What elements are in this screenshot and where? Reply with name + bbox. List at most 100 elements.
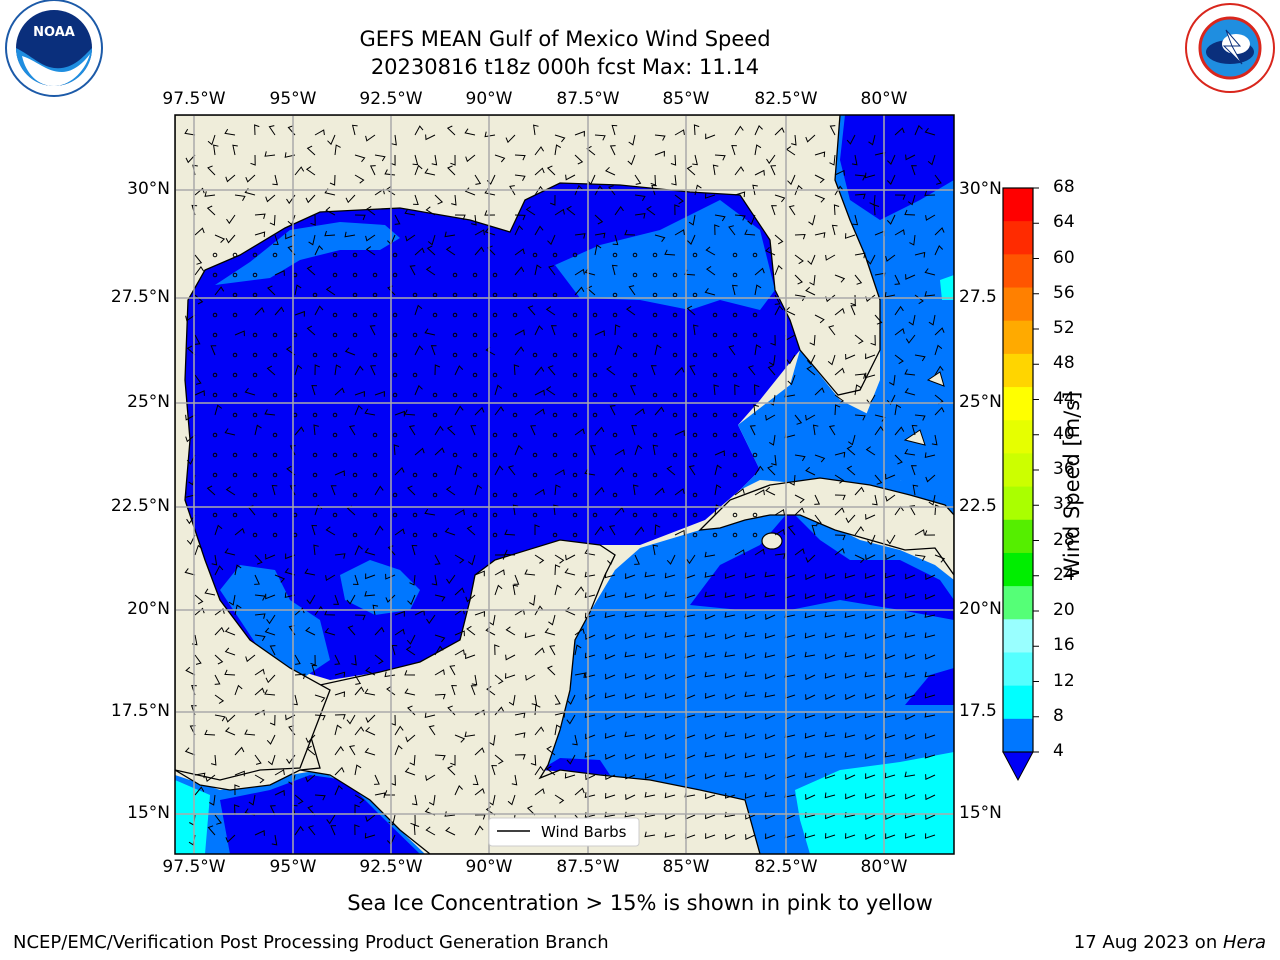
- wind-barb: [924, 190, 936, 196]
- wind-barb: [624, 651, 636, 658]
- wind-barb: [347, 625, 356, 636]
- wind-barb: [894, 454, 903, 465]
- wind-barb: [807, 254, 816, 266]
- wind-barb: [310, 654, 316, 666]
- wind-barb: [574, 628, 585, 636]
- wind-barb: [413, 194, 419, 206]
- wind-barb: [484, 210, 496, 216]
- wind-barb: [774, 553, 786, 559]
- footer-org: NCEP/EMC/Verification Post Processing Pr…: [13, 932, 609, 953]
- wind-barb: [234, 770, 245, 777]
- wind-barb: [534, 167, 545, 176]
- wind-barb: [754, 344, 762, 356]
- wind-barb: [513, 364, 520, 376]
- wind-barb: [924, 127, 936, 136]
- wind-barb: [704, 652, 716, 658]
- calm-wind-marker: [692, 512, 698, 518]
- wind-barb: [194, 772, 206, 779]
- wind-barb: [925, 733, 936, 740]
- wind-barb: [284, 567, 296, 576]
- wind-barb: [394, 214, 401, 225]
- latitude-label: 25°N: [127, 392, 170, 412]
- wind-barb: [545, 306, 556, 316]
- wind-barb: [625, 573, 636, 580]
- wind-barb: [884, 572, 896, 579]
- wind-barb: [609, 405, 616, 416]
- calm-wind-marker: [252, 372, 258, 378]
- wind-barb: [705, 833, 716, 840]
- wind-barb: [326, 814, 336, 825]
- calm-wind-marker: [392, 272, 398, 278]
- caribbean-dark-patch-se: [905, 668, 954, 705]
- calm-wind-marker: [572, 352, 578, 358]
- wind-barb: [454, 734, 466, 743]
- wind-barb: [366, 205, 376, 216]
- wind-barb: [287, 214, 296, 226]
- wind-barb: [934, 365, 944, 376]
- calm-wind-marker: [352, 472, 358, 478]
- wind-barb: [494, 554, 506, 560]
- wind-barb: [585, 634, 596, 640]
- wind-barb: [447, 165, 456, 176]
- wind-barb: [905, 734, 916, 740]
- wind-barb: [704, 751, 716, 758]
- wind-barb: [324, 627, 336, 636]
- wind-barb: [894, 194, 906, 200]
- wind-barb: [426, 245, 436, 256]
- wind-barb: [724, 673, 736, 679]
- wind-barb: [771, 454, 777, 466]
- wind-barb: [514, 248, 525, 256]
- wind-barb: [914, 529, 925, 536]
- wind-barb: [351, 124, 358, 136]
- wind-barb: [434, 754, 446, 761]
- wind-barb: [714, 484, 722, 496]
- wind-barb: [325, 574, 336, 582]
- wind-barb: [554, 564, 561, 576]
- wind-barb: [844, 833, 856, 839]
- wind-barb: [365, 134, 376, 142]
- isla-juventud: [761, 532, 783, 550]
- wind-barb: [628, 285, 636, 296]
- colorbar-tick-label: 64: [1053, 212, 1075, 233]
- wind-barb: [787, 374, 796, 386]
- wind-barb: [724, 592, 736, 599]
- wind-barb: [931, 434, 938, 446]
- wind-barb: [765, 673, 776, 680]
- wind-barb: [765, 246, 776, 256]
- wind-barb: [934, 227, 945, 236]
- wind-barb: [574, 286, 585, 296]
- wind-barb: [634, 444, 643, 456]
- wind-barb: [372, 604, 379, 616]
- wind-barb: [314, 305, 324, 316]
- wind-barb: [934, 344, 943, 356]
- calm-wind-marker: [712, 412, 718, 418]
- wind-barb: [889, 374, 896, 386]
- wind-barb: [884, 633, 896, 639]
- colorbar-tick-label: 4: [1053, 741, 1064, 761]
- calm-wind-marker: [672, 412, 678, 418]
- colorbar-segment: [1003, 254, 1033, 289]
- wind-barb: [471, 214, 477, 226]
- wind-barb: [214, 654, 224, 665]
- longitude-label: 90°W: [465, 89, 513, 109]
- wind-barb: [314, 129, 325, 136]
- wind-barb: [814, 454, 826, 463]
- colorbar-tick-label: 32: [1053, 494, 1075, 515]
- wind-barb: [534, 765, 544, 776]
- wind-barb: [714, 154, 726, 161]
- wind-barb: [814, 232, 826, 238]
- wind-barb: [764, 632, 776, 639]
- wind-barb: [666, 465, 676, 476]
- colorbar-segment: [1003, 685, 1033, 720]
- wind-barb: [805, 414, 816, 421]
- colorbar-segment: [1003, 420, 1033, 454]
- wind-barb: [866, 254, 876, 265]
- calm-wind-marker: [492, 312, 498, 318]
- colorbar-segment: [1003, 619, 1033, 653]
- wind-barb: [805, 286, 816, 296]
- wind-barb: [434, 693, 446, 700]
- wind-barb: [404, 688, 416, 696]
- wind-barb: [451, 194, 457, 206]
- wind-barb: [565, 554, 576, 561]
- wind-barb: [712, 164, 719, 176]
